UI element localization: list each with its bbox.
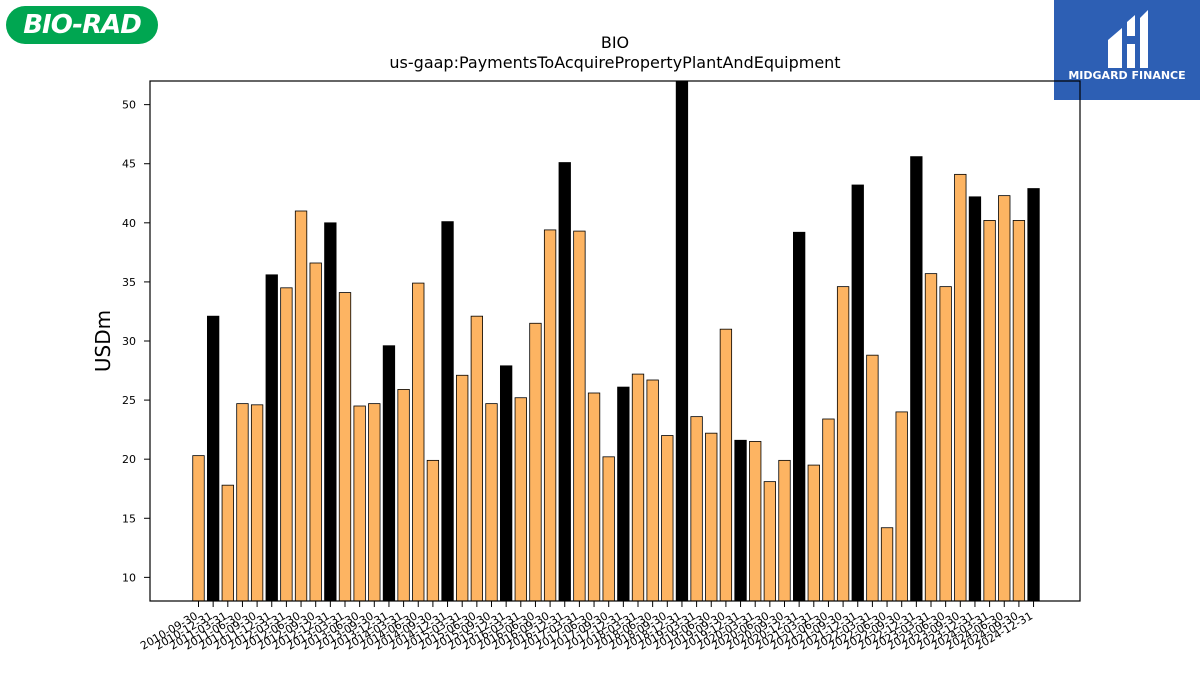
bar-2024-12-31 bbox=[1027, 188, 1040, 602]
y-tick-label: 30 bbox=[122, 335, 136, 348]
bar-2022-09-30 bbox=[895, 411, 908, 602]
bar-2020-06-30 bbox=[763, 481, 776, 602]
bar-2015-06-30 bbox=[470, 315, 484, 602]
bar-2013-06-30 bbox=[353, 405, 366, 602]
bio-rad-logo: BIO-RAD bbox=[6, 6, 158, 44]
bar-2012-09-30 bbox=[309, 262, 322, 602]
bar-2017-09-30 bbox=[602, 456, 615, 602]
bar-2020-12-31 bbox=[793, 231, 806, 602]
bar-2017-06-30 bbox=[587, 392, 601, 602]
bar-2015-03-31 bbox=[456, 374, 469, 602]
bar-2011-03-31 bbox=[221, 484, 234, 602]
chart-title: BIO bbox=[601, 33, 629, 52]
bio-rad-logo-text: BIO-RAD bbox=[23, 10, 142, 40]
bar-2019-06-30 bbox=[705, 432, 718, 602]
y-tick-label: 45 bbox=[122, 158, 136, 171]
bar-2022-12-31 bbox=[910, 156, 923, 602]
bar-2018-03-31 bbox=[631, 373, 645, 602]
bar-2023-12-31 bbox=[968, 196, 982, 602]
y-axis-label: USDm bbox=[91, 310, 115, 372]
bar-2010-09-30 bbox=[192, 455, 205, 602]
bar-2019-09-30 bbox=[719, 328, 733, 602]
y-tick-label: 10 bbox=[122, 571, 136, 584]
bar-2024-03-31 bbox=[983, 220, 996, 602]
bar-2011-09-30 bbox=[250, 404, 264, 602]
bar-2023-09-30 bbox=[954, 173, 967, 602]
y-tick-label: 50 bbox=[122, 99, 136, 112]
bar-2011-06-30 bbox=[236, 403, 249, 602]
bar-2013-12-31 bbox=[382, 345, 396, 602]
bar-2012-06-30 bbox=[294, 210, 308, 602]
bar-2018-12-31 bbox=[675, 80, 689, 602]
bar-2018-06-30 bbox=[646, 379, 659, 602]
bar-2019-12-31 bbox=[734, 439, 747, 602]
bar-2021-09-30 bbox=[836, 286, 850, 602]
bar-2020-03-31 bbox=[749, 441, 762, 602]
bar-2014-12-31 bbox=[441, 221, 454, 602]
bar-2014-09-30 bbox=[426, 459, 440, 602]
bar-2012-03-31 bbox=[280, 287, 293, 602]
midgard-finance-logo: MIDGARD FINANCE bbox=[1054, 0, 1200, 100]
y-tick-label: 20 bbox=[122, 453, 136, 466]
bar-2014-03-31 bbox=[397, 389, 410, 602]
midgard-logo-text: MIDGARD FINANCE bbox=[1068, 69, 1186, 82]
bar-2021-12-31 bbox=[851, 184, 864, 602]
bar-2019-03-31 bbox=[690, 416, 703, 602]
bar-2016-06-30 bbox=[529, 322, 542, 602]
bar-2023-03-31 bbox=[924, 273, 938, 602]
chart-subtitle: us-gaap:PaymentsToAcquirePropertyPlantAn… bbox=[389, 53, 840, 72]
bar-2018-09-30 bbox=[661, 435, 674, 602]
bar-2021-03-31 bbox=[807, 464, 820, 602]
bar-2016-03-31 bbox=[514, 397, 527, 602]
bar-2023-06-30 bbox=[939, 286, 952, 602]
bar-2017-03-31 bbox=[573, 230, 586, 602]
bar-2017-12-31 bbox=[617, 386, 630, 602]
bar-2014-06-30 bbox=[412, 282, 425, 602]
bar-2022-06-30 bbox=[880, 527, 894, 602]
bar-2013-03-31 bbox=[338, 292, 352, 602]
bar-2015-09-30 bbox=[485, 403, 498, 602]
bar-2015-12-31 bbox=[499, 365, 513, 602]
y-tick-label: 35 bbox=[122, 276, 136, 289]
plot-frame bbox=[149, 80, 1081, 602]
bar-2024-09-30 bbox=[1012, 220, 1026, 602]
bar-2022-03-31 bbox=[866, 354, 879, 602]
bar-2016-09-30 bbox=[543, 229, 557, 602]
bar-2013-09-30 bbox=[368, 403, 381, 602]
bar-2020-09-30 bbox=[778, 459, 791, 602]
bar-2024-06-30 bbox=[998, 195, 1011, 602]
y-tick-label: 40 bbox=[122, 217, 136, 230]
bar-2010-12-31 bbox=[206, 315, 220, 602]
bar-2021-06-30 bbox=[822, 418, 835, 602]
y-tick-label: 15 bbox=[122, 512, 136, 525]
bar-2012-12-31 bbox=[324, 222, 337, 602]
bar-2016-12-31 bbox=[558, 162, 571, 602]
midgard-logo-icon bbox=[1108, 10, 1148, 68]
y-tick-label: 25 bbox=[122, 394, 136, 407]
bar-2011-12-31 bbox=[265, 274, 278, 602]
